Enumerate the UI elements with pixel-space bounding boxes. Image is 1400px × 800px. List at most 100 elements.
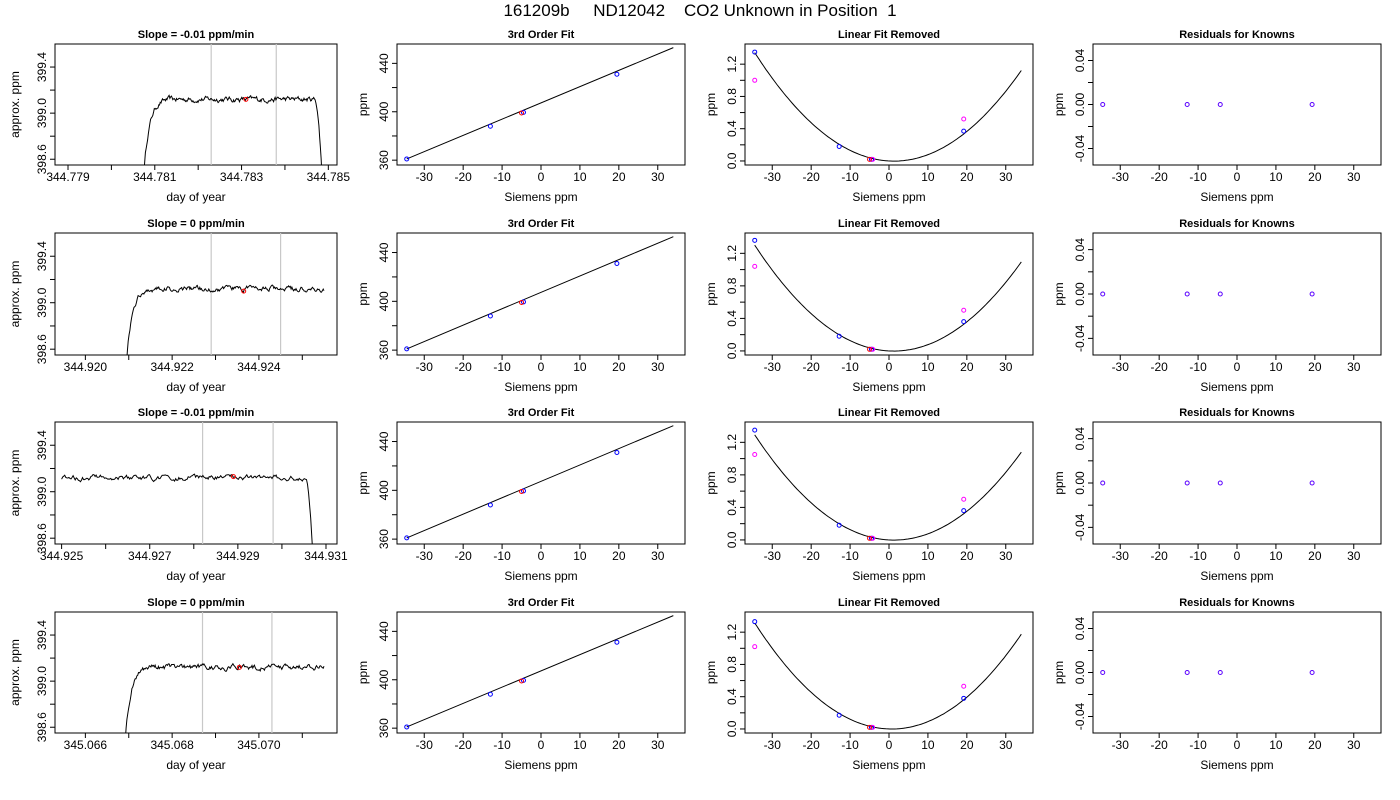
plot-frame [396, 421, 686, 545]
x-tick-label: -20 [1150, 738, 1168, 752]
y-tick-label: 360 [377, 529, 391, 549]
y-tick-label: 399.0 [35, 476, 49, 506]
x-tick-label: 30 [651, 738, 665, 752]
x-tick-label: 20 [612, 360, 626, 374]
chart-panel-r2c2: 3rd Order Fit -30 -20 -10 0 10 20 30 Siemens ppm… [356, 218, 686, 394]
x-axis-label: Siemens ppm [1200, 569, 1273, 583]
x-tick-label: -20 [454, 549, 472, 563]
x-tick-label: 0 [538, 738, 545, 752]
x-tick-label: 10 [573, 360, 587, 374]
y-tick-label: -0.04 [1073, 703, 1087, 731]
x-tick-label: 344.927 [128, 549, 172, 563]
chart-title: Linear Fit Removed [838, 597, 940, 609]
x-tick-label: 10 [921, 738, 935, 752]
unknown-sample-point [519, 489, 525, 495]
known-standard-point [961, 695, 967, 701]
plot-frame [744, 611, 1034, 734]
quadratic-residual-curve [754, 434, 1022, 541]
x-tick-label: 344.925 [40, 549, 84, 563]
y-tick-label: 1.2 [725, 624, 739, 641]
y-tick-label: 0.8 [725, 277, 739, 294]
y-tick-label: 0.0 [725, 342, 739, 359]
x-tick-label: 20 [1308, 170, 1322, 184]
plot-frame [396, 232, 686, 356]
x-tick-label: -20 [1150, 360, 1168, 374]
x-tick-label: -20 [802, 170, 820, 184]
quadratic-residual-curve [754, 244, 1022, 352]
residual-point [1217, 670, 1223, 675]
x-tick-label: 344.920 [64, 360, 108, 374]
y-tick-label: 0.0 [725, 720, 739, 737]
unknown-sample-point [519, 300, 525, 306]
unknown-sample-point [519, 110, 525, 116]
chart-panel-r4c1: Slope = 0 ppm/min 345.066 345.068 345.070 da… [8, 597, 338, 772]
x-tick-label: -30 [1112, 360, 1130, 374]
analyzer-trace-line [125, 662, 325, 733]
plot-frame [54, 43, 338, 166]
residual-point [1100, 670, 1106, 675]
residual-point [1100, 291, 1106, 297]
plot-frame [1092, 611, 1382, 734]
known-standard-point [836, 712, 842, 718]
x-tick-label: 10 [1269, 738, 1283, 752]
known-standard-point [836, 143, 842, 149]
y-tick-label: 399.4 [35, 241, 49, 271]
y-tick-label: 0.8 [725, 88, 739, 105]
y-tick-label: 0.4 [725, 688, 739, 705]
x-tick-label: -30 [1112, 738, 1130, 752]
x-tick-label: 30 [1347, 170, 1361, 184]
quadratic-residual-curve [754, 622, 1022, 730]
x-tick-label: 20 [960, 360, 974, 374]
x-axis-label: Siemens ppm [1200, 190, 1273, 204]
plot-data [404, 236, 674, 352]
residual-point [1100, 102, 1106, 107]
residual-point [1184, 291, 1190, 297]
chart-title: Residuals for Knowns [1179, 407, 1295, 419]
x-tick-label: 0 [538, 360, 545, 374]
y-tick-label: 0.4 [725, 499, 739, 516]
linear-removed-point [870, 346, 876, 352]
plot-frame [54, 611, 338, 734]
y-tick-label: 360 [377, 718, 391, 738]
chart-title: Linear Fit Removed [838, 29, 940, 41]
x-axis-label: Siemens ppm [852, 380, 925, 394]
quadratic-residual-curve [754, 52, 1022, 162]
x-tick-label: 345.068 [150, 738, 194, 752]
chart-panel-r2c1: Slope = 0 ppm/min 344.920 344.922 344.924 da… [8, 218, 338, 394]
x-tick-label: 20 [960, 738, 974, 752]
y-axis-label: ppm [704, 661, 718, 684]
plot-data [404, 425, 674, 541]
chart-panel-r1c3: Linear Fit Removed -30 -20 -10 0 10 20 30 Siemen… [704, 29, 1034, 204]
x-tick-label: 20 [1308, 360, 1322, 374]
y-tick-label: 0.4 [725, 310, 739, 327]
y-tick-label: 0.00 [1073, 660, 1087, 684]
x-tick-label: -30 [416, 170, 434, 184]
x-axis-label: day of year [166, 569, 225, 583]
x-tick-label: -20 [454, 738, 472, 752]
x-axis-label: Siemens ppm [1200, 380, 1273, 394]
x-tick-label: 344.929 [216, 549, 260, 563]
y-axis-label: approx. ppm [8, 71, 22, 138]
plot-frame [744, 43, 1034, 166]
y-axis-label: approx. ppm [8, 261, 22, 328]
x-axis-label: day of year [166, 380, 225, 394]
plot-frame [54, 421, 338, 545]
plot-frame [1092, 421, 1382, 545]
chart-panel-r1c1: Slope = -0.01 ppm/min 344.779 344.781 344.7… [8, 29, 350, 204]
x-tick-label: -10 [841, 170, 859, 184]
x-tick-label: -10 [1189, 738, 1207, 752]
y-tick-label: 440 [377, 242, 391, 262]
chart-title: Residuals for Knowns [1179, 218, 1295, 230]
chart-panel-r1c2: 3rd Order Fit -30 -20 -10 0 10 20 30 Siemens ppm… [356, 29, 686, 204]
x-tick-label: 0 [1234, 170, 1241, 184]
residual-point [1309, 291, 1315, 297]
y-axis-label: ppm [1052, 93, 1066, 116]
residual-point [1217, 291, 1223, 297]
x-tick-label: 345.070 [237, 738, 281, 752]
plot-data [752, 619, 1022, 730]
x-tick-label: 10 [1269, 549, 1283, 563]
plot-data [1100, 480, 1315, 486]
linear-removed-point [870, 535, 876, 541]
plot-data [752, 237, 1022, 352]
